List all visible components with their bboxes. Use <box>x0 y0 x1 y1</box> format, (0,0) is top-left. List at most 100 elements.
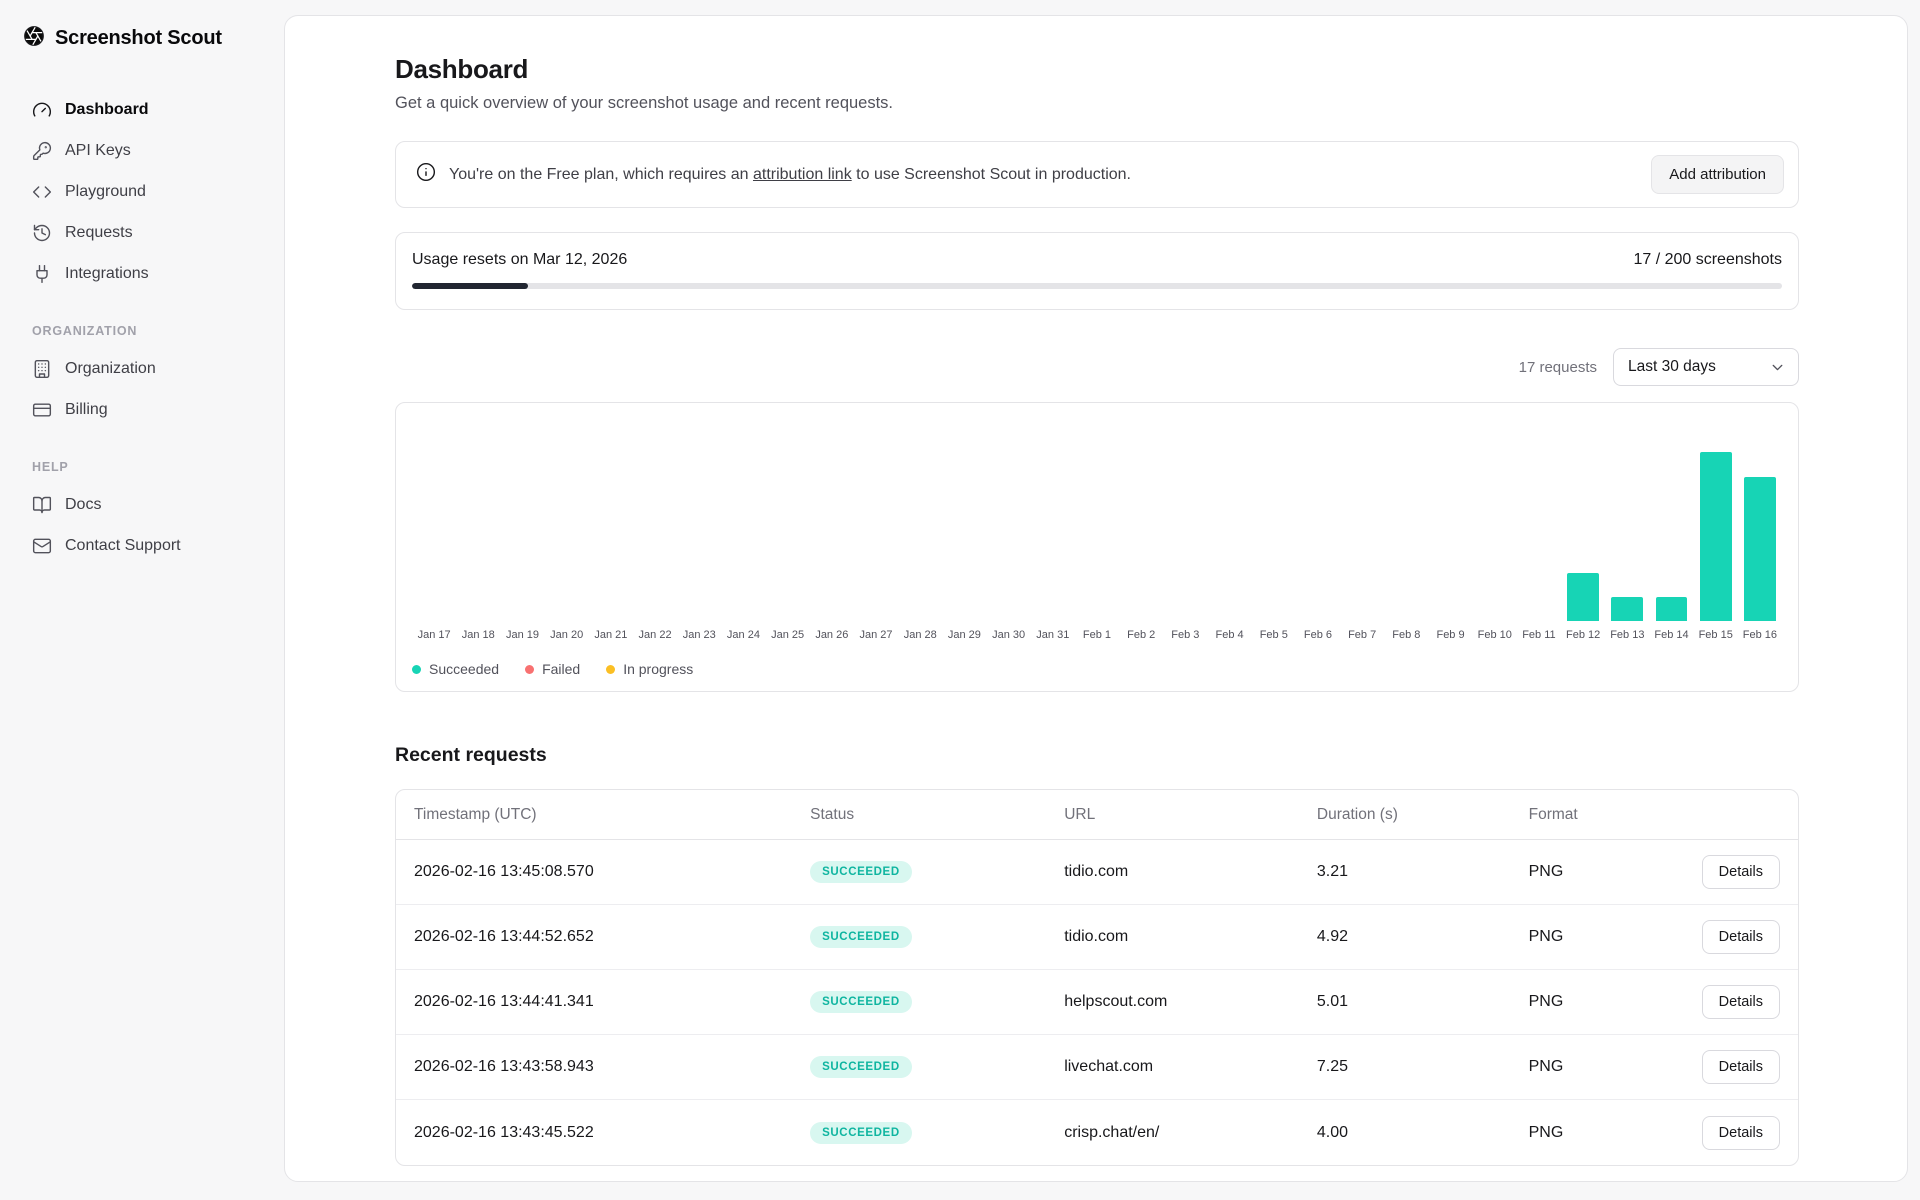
table-row: 2026-02-16 13:43:58.943 SUCCEEDED livechat… <box>396 1035 1798 1100</box>
cell-duration: 5.01 <box>1316 993 1349 1010</box>
x-axis-label: Jan 25 <box>771 629 805 641</box>
banner-text-before: You're on the Free plan, which requires … <box>449 165 753 183</box>
requests-table: Timestamp (UTC) Status URL Duration (s) Form… <box>395 789 1799 1166</box>
cell-url: crisp.chat/en/ <box>1064 1123 1160 1141</box>
sidebar-item-docs[interactable]: Docs <box>24 484 264 525</box>
chart-bar-feb-9 <box>1428 425 1472 621</box>
book-icon <box>32 495 52 515</box>
info-icon <box>416 162 436 187</box>
x-axis-label: Feb 16 <box>1742 629 1778 641</box>
cell-timestamp: 2026-02-16 13:45:08.570 <box>414 863 594 880</box>
x-axis-label: Jan 31 <box>1036 629 1070 641</box>
details-button[interactable]: Details <box>1701 855 1780 889</box>
x-axis-label: Jan 20 <box>550 629 584 641</box>
status-badge: SUCCEEDED <box>810 1056 912 1078</box>
x-axis-label: Jan 19 <box>505 629 539 641</box>
chart-bar-feb-1 <box>1075 425 1119 621</box>
main-area: Dashboard Get a quick overview of your s… <box>284 0 1920 1200</box>
banner-text-after: to use Screenshot Scout in production. <box>851 165 1131 183</box>
cell-format: PNG <box>1528 928 1564 945</box>
history-icon <box>32 223 52 243</box>
cell-format: PNG <box>1528 1058 1564 1075</box>
add-attribution-button[interactable]: Add attribution <box>1651 155 1784 194</box>
cell-duration: 4.00 <box>1316 1123 1349 1141</box>
sidebar: Screenshot Scout Dashboard API Keys Playgr… <box>0 0 284 1200</box>
x-axis-label: Feb 3 <box>1171 629 1200 641</box>
date-range-select[interactable]: Last 30 days <box>1613 348 1799 386</box>
legend-succeeded: Succeeded <box>412 661 499 677</box>
chart-bar-feb-7 <box>1340 425 1384 621</box>
cell-format: PNG <box>1528 993 1564 1010</box>
details-button[interactable]: Details <box>1701 920 1780 954</box>
table-row: 2026-02-16 13:45:08.570 SUCCEEDED tidio.co… <box>396 840 1798 905</box>
column-header-format: Format <box>1528 805 1578 823</box>
table-row: 2026-02-16 13:44:52.652 SUCCEEDED tidio.co… <box>396 905 1798 970</box>
status-badge: SUCCEEDED <box>810 926 912 948</box>
banner-text: You're on the Free plan, which requires … <box>449 166 1638 184</box>
x-axis-label: Jan 28 <box>903 629 937 641</box>
sidebar-item-organization[interactable]: Organization <box>24 348 264 389</box>
cell-timestamp: 2026-02-16 13:44:41.341 <box>414 993 594 1010</box>
app-title: Screenshot Scout <box>55 27 222 49</box>
chart-bar-jan-30 <box>987 425 1031 621</box>
cell-url: livechat.com <box>1064 1058 1154 1075</box>
column-header-url: URL <box>1064 805 1096 823</box>
logo[interactable]: Screenshot Scout <box>24 26 264 51</box>
cell-status: SUCCEEDED <box>810 926 1064 948</box>
chart-bar-jan-24 <box>721 425 765 621</box>
key-icon <box>32 141 52 161</box>
sidebar-section-title: ORGANIZATION <box>32 324 138 338</box>
column-header-status: Status <box>810 805 855 823</box>
x-axis-label: Feb 11 <box>1522 629 1556 641</box>
details-button[interactable]: Details <box>1701 985 1780 1019</box>
chart-bar-feb-8 <box>1384 425 1428 621</box>
legend-dot <box>606 664 616 674</box>
sidebar-item-dashboard[interactable]: Dashboard <box>24 89 264 130</box>
status-badge: SUCCEEDED <box>810 991 912 1013</box>
cell-url: tidio.com <box>1064 928 1129 945</box>
x-axis-label: Feb 2 <box>1127 629 1156 641</box>
details-button[interactable]: Details <box>1701 1050 1780 1084</box>
sidebar-item-label: Organization <box>65 359 156 377</box>
chart-bar-jan-21 <box>589 425 633 621</box>
chart-bar-feb-15 <box>1694 425 1738 621</box>
cell-timestamp: 2026-02-16 13:43:45.522 <box>414 1123 594 1141</box>
sidebar-item-api-keys[interactable]: API Keys <box>24 130 264 171</box>
cell-status: SUCCEEDED <box>810 1056 1064 1078</box>
building-icon <box>32 359 52 379</box>
sidebar-item-requests[interactable]: Requests <box>24 212 264 253</box>
sidebar-item-label: Docs <box>65 495 102 513</box>
chart-bar-jan-31 <box>1031 425 1075 621</box>
attribution-link[interactable]: attribution link <box>752 165 852 183</box>
x-axis-label: Feb 8 <box>1392 629 1421 641</box>
page-title: Dashboard <box>395 54 529 84</box>
x-axis-label: Jan 30 <box>992 629 1026 641</box>
details-button[interactable]: Details <box>1701 1115 1780 1150</box>
sidebar-item-billing[interactable]: Billing <box>24 389 264 430</box>
table-row: 2026-02-16 13:43:45.522 SUCCEEDED crisp.ch… <box>396 1100 1798 1165</box>
chevron-down-icon <box>1769 359 1786 376</box>
table-body: 2026-02-16 13:45:08.570 SUCCEEDED tidio.co… <box>396 840 1798 1165</box>
x-axis-label: Feb 9 <box>1436 629 1465 641</box>
page-subtitle: Get a quick overview of your screenshot … <box>395 94 894 112</box>
requests-count: 17 requests <box>1518 358 1597 376</box>
mail-icon <box>32 536 52 556</box>
x-axis-label: Jan 18 <box>461 629 495 641</box>
x-axis-label: Feb 6 <box>1303 629 1333 641</box>
legend-failed: Failed <box>525 661 580 677</box>
sidebar-item-playground[interactable]: Playground <box>24 171 264 212</box>
sidebar-item-contact-support[interactable]: Contact Support <box>24 525 264 566</box>
legend-in-progress: In progress <box>606 661 693 677</box>
legend-label: In progress <box>623 661 694 677</box>
chart-bar-jan-23 <box>677 425 721 621</box>
chart-bar-jan-19 <box>500 425 544 621</box>
plug-icon <box>32 264 52 284</box>
column-header-duration-s: Duration (s) <box>1316 805 1398 823</box>
cell-url: tidio.com <box>1064 863 1129 880</box>
sidebar-item-integrations[interactable]: Integrations <box>24 253 264 294</box>
x-axis-label: Jan 27 <box>859 629 893 641</box>
cell-timestamp: 2026-02-16 13:44:52.652 <box>414 928 594 945</box>
chart-plot-area <box>412 425 1782 621</box>
chart-bar-feb-4 <box>1207 425 1251 621</box>
usage-card: Usage resets on Mar 12, 2026 17 / 200 sc… <box>395 232 1799 310</box>
